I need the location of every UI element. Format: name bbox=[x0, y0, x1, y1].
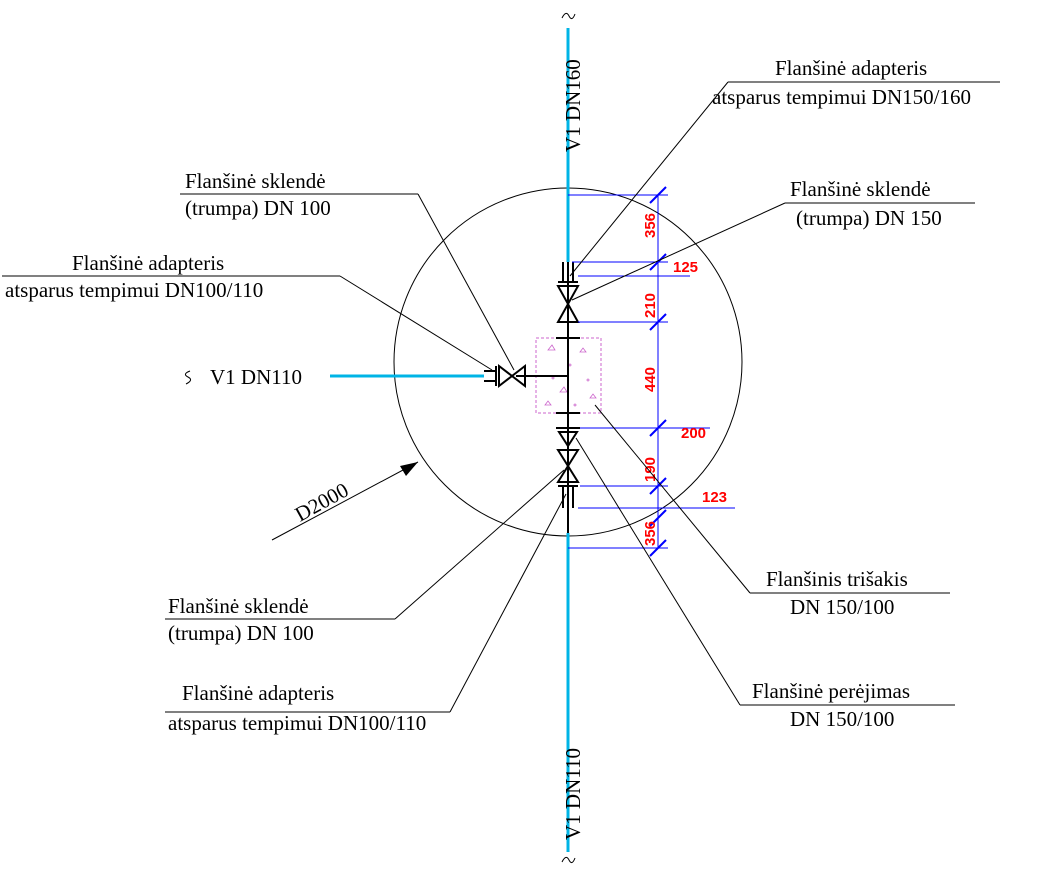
pipe-label-left: V1 DN110 bbox=[210, 365, 302, 389]
valve-left bbox=[498, 363, 526, 389]
callout-left-adapter-l2: atsparus tempimui DN100/110 bbox=[5, 278, 263, 302]
adapter-left bbox=[484, 366, 497, 386]
callout-bottom-adapter-l2: atsparus tempimui DN100/110 bbox=[168, 711, 426, 735]
callout-left-valve-l1: Flanšinė sklendė bbox=[185, 169, 326, 193]
valve-bottom bbox=[556, 449, 580, 483]
dim-190: 190 bbox=[642, 457, 659, 482]
diameter-arrow bbox=[400, 462, 418, 476]
callout-top-valve-l2: (trumpa) DN 150 bbox=[796, 206, 942, 230]
break-symbol-top bbox=[561, 12, 576, 20]
pipe-label-top: V1 DN160 bbox=[561, 59, 585, 152]
callout-top-adapter-leader bbox=[569, 81, 729, 277]
callout-top-adapter-l1: Flanšinė adapteris bbox=[775, 56, 927, 80]
callout-reducer-leader bbox=[575, 437, 741, 706]
reducer-bottom bbox=[556, 427, 580, 448]
callout-reducer-l1: Flanšinė perėjimas bbox=[752, 679, 910, 703]
dim-125: 125 bbox=[673, 259, 698, 276]
dim-123: 123 bbox=[702, 489, 727, 506]
callout-left-valve-leader bbox=[417, 193, 515, 371]
callout-bottom-valve-l2: (trumpa) DN 100 bbox=[168, 621, 314, 645]
adapter-bottom bbox=[558, 485, 578, 508]
callout-top-valve-l1: Flanšinė sklendė bbox=[790, 177, 931, 201]
dim-356-bottom: 356 bbox=[642, 521, 659, 546]
dim-356-top: 356 bbox=[642, 213, 659, 238]
dimension-lines bbox=[568, 186, 735, 557]
callout-left-adapter-leader bbox=[339, 275, 493, 371]
callout-top-valve-leader bbox=[571, 202, 786, 301]
callout-bottom-valve-leader bbox=[394, 469, 565, 620]
callout-top-adapter-l2: atsparus tempimui DN150/160 bbox=[712, 85, 971, 109]
callout-reducer-l2: DN 150/100 bbox=[790, 707, 894, 731]
callout-tee-l2: DN 150/100 bbox=[790, 595, 894, 619]
callout-tee-l1: Flanšinis trišakis bbox=[766, 567, 908, 591]
break-symbol-left bbox=[184, 370, 192, 385]
callout-bottom-valve-l1: Flanšinė sklendė bbox=[168, 594, 309, 618]
dim-200: 200 bbox=[681, 425, 706, 442]
diameter-leader bbox=[271, 461, 419, 541]
callout-left-adapter-l1: Flanšinė adapteris bbox=[72, 251, 224, 275]
pipe-label-bottom: V1 DN110 bbox=[561, 748, 585, 840]
callout-tee-leader bbox=[594, 404, 751, 594]
callout-bottom-adapter-l1: Flanšinė adapteris bbox=[182, 681, 334, 705]
callout-left-valve-l2: (trumpa) DN 100 bbox=[185, 196, 331, 220]
dim-210: 210 bbox=[642, 293, 659, 318]
valve-top bbox=[556, 285, 580, 323]
break-symbol-bottom bbox=[561, 856, 576, 864]
diameter-label: D2000 bbox=[291, 478, 353, 527]
callout-bottom-adapter-leader bbox=[449, 493, 567, 713]
thrust-block-hatch bbox=[544, 344, 597, 407]
dim-440: 440 bbox=[642, 367, 659, 392]
